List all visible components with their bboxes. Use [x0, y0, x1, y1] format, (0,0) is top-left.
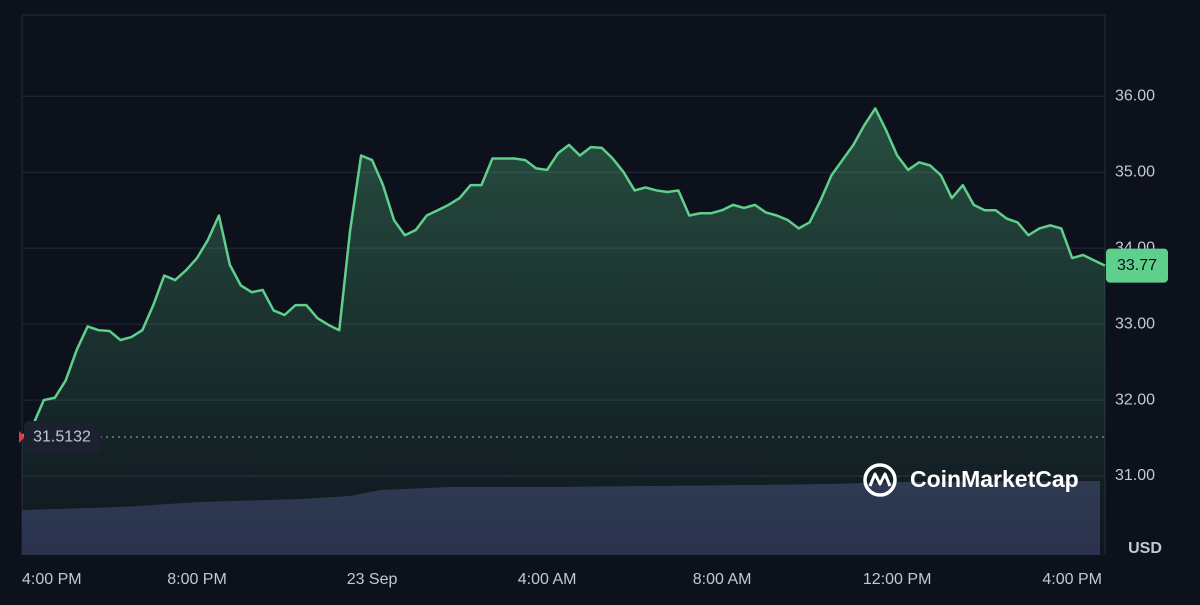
- current-price-badge: [1106, 248, 1168, 283]
- x-tick-label: 12:00 PM: [863, 571, 931, 588]
- y-tick-label: 35.00: [1115, 163, 1155, 180]
- logo-mark: [868, 472, 892, 487]
- open-marker: [19, 431, 25, 444]
- x-tick-label: 4:00 PM: [22, 571, 82, 588]
- current-price-label: 33.77: [1117, 257, 1157, 274]
- x-tick-label: 4:00 PM: [1042, 571, 1102, 588]
- area-fill: [22, 108, 1105, 556]
- x-tick-label: 8:00 PM: [167, 571, 227, 588]
- y-tick-label: 32.00: [1115, 391, 1155, 408]
- x-tick-label: 4:00 AM: [518, 571, 577, 588]
- open-price-badge: [24, 421, 101, 454]
- price-line: [21, 107, 1106, 439]
- watermark: CoinMarketCap: [863, 463, 1079, 497]
- y-tick-label: 31.00: [1115, 467, 1155, 484]
- logo-icon: [863, 463, 897, 497]
- watermark-text: CoinMarketCap: [910, 466, 1079, 492]
- x-tick-label: 23 Sep: [347, 571, 398, 588]
- open-price-label: 31.5132: [33, 428, 91, 445]
- x-tick-label: 8:00 AM: [693, 571, 752, 588]
- y-unit: USD: [1128, 540, 1162, 557]
- y-tick-label: 36.00: [1115, 87, 1155, 104]
- plot: [21, 107, 1106, 556]
- y-tick-label: 33.00: [1115, 315, 1155, 332]
